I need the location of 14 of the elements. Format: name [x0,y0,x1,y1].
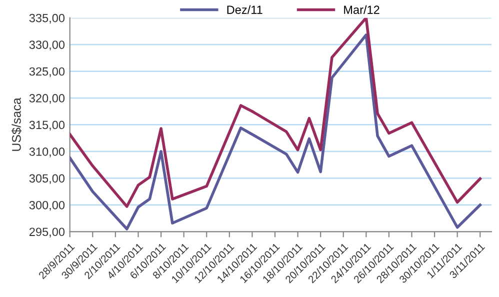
y-tick-label: 335,00 [29,14,65,24]
y-tick-label: 295,00 [29,228,65,238]
y-tick-label: 300,00 [29,200,65,211]
legend-label: Dez/11 [227,5,262,14]
y-tick-label: 310,00 [29,148,65,158]
line-series [70,34,482,230]
y-tick-label: 330,00 [29,40,65,50]
y-tick-label: 320,00 [29,94,65,104]
line-series [70,18,482,208]
y-axis-title: US$/saca [11,98,22,151]
y-tick-label: 305,00 [29,174,65,184]
y-tick-label: 325,00 [29,67,65,78]
y-tick-label: 315,00 [29,120,65,131]
legend-label: Mar/12 [344,5,380,14]
